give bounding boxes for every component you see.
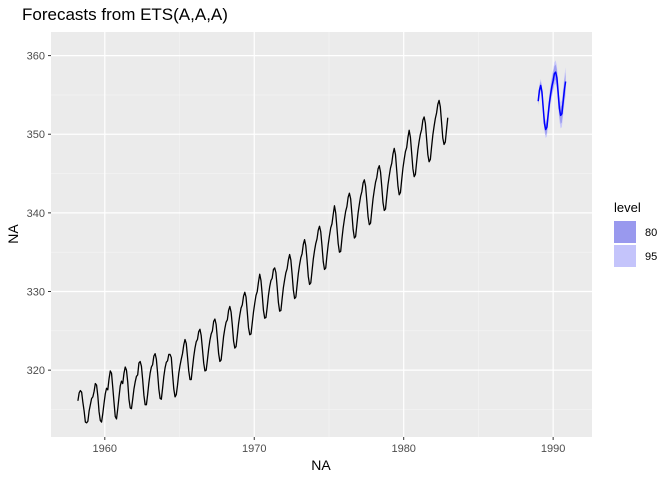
legend-swatch-95 [614,245,636,267]
legend-swatch-80 [614,221,636,243]
legend-title: level [614,200,641,215]
x-tick-label: 1980 [391,443,415,455]
band-95 [538,60,566,139]
x-axis: 1960 1970 1980 1990 [93,437,565,455]
y-tick-label: 330 [27,287,45,299]
prediction-intervals [538,60,566,139]
legend-label-80: 80 [645,227,657,239]
major-gridlines [51,32,592,437]
x-tick-label: 1960 [93,443,117,455]
y-tick-label: 320 [27,365,45,377]
legend-label-95: 95 [645,251,657,263]
series-lines [77,71,567,424]
y-tick-label: 360 [27,51,45,63]
y-axis-label: NA [5,224,21,244]
y-axis: 320 330 340 350 360 [27,51,51,377]
chart-title: Forecasts from ETS(A,A,A) [22,5,228,24]
minor-gridlines [51,32,592,437]
legend: level 80 95 [614,200,657,267]
forecast-mean-line [537,71,567,131]
observed-series-line [77,99,449,424]
x-tick-label: 1990 [541,443,565,455]
y-tick-label: 350 [27,129,45,141]
y-tick-label: 340 [27,208,45,220]
x-tick-label: 1970 [242,443,266,455]
x-axis-label: NA [311,457,331,473]
